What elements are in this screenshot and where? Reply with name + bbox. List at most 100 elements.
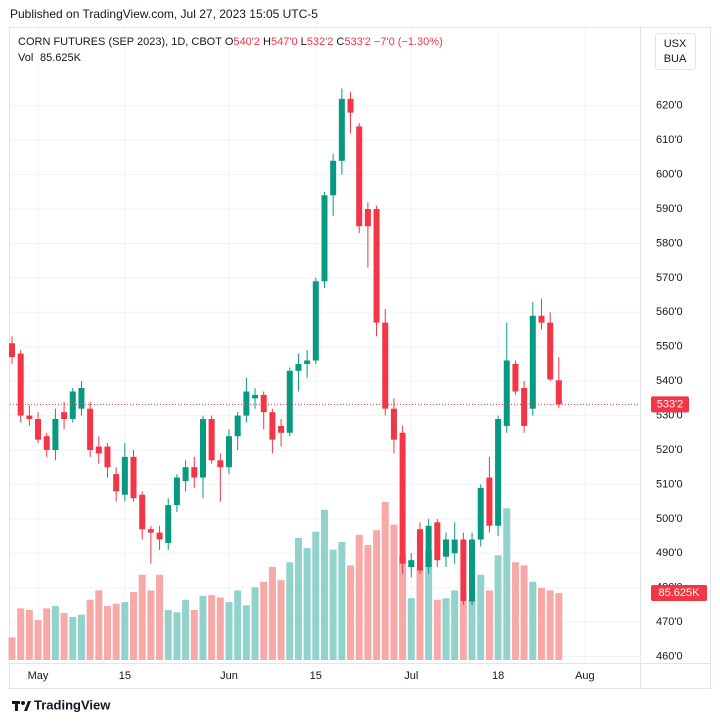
volume-bar <box>425 549 433 660</box>
volume-layer <box>8 502 563 660</box>
candle-body <box>156 532 163 540</box>
volume-bar <box>164 609 172 660</box>
candle-body <box>243 391 250 416</box>
candle-body <box>130 456 137 499</box>
x-tick-label: Jul <box>404 670 418 682</box>
candle-body <box>312 281 319 361</box>
y-tick-label: 550'0 <box>656 341 683 353</box>
brand-logo <box>12 701 31 711</box>
frame <box>9 27 711 689</box>
legend-key: H <box>263 36 271 48</box>
volume-bar <box>103 606 111 660</box>
candle-body <box>286 370 293 433</box>
candle-body <box>87 408 94 450</box>
candle-body <box>495 419 502 526</box>
candle-body <box>555 380 562 405</box>
candle-body <box>434 522 441 561</box>
candle-body <box>503 360 510 426</box>
y-tick-label: 590'0 <box>656 203 683 215</box>
candle-body <box>321 195 328 282</box>
volume-bar <box>407 598 415 660</box>
y-tick-label: 530'0 <box>656 409 683 421</box>
overlay-layer: 460'0470'0480'0490'0500'0510'0520'0530'0… <box>10 100 707 682</box>
volume-bar <box>51 606 59 660</box>
logo-part <box>24 701 31 711</box>
y-tick-label: 470'0 <box>656 616 683 628</box>
candle-body <box>330 160 337 196</box>
volume-bar <box>468 599 476 660</box>
y-tick-label: 490'0 <box>656 547 683 559</box>
candle-body <box>399 432 406 564</box>
candle-body <box>364 209 371 227</box>
candle-body <box>547 322 554 380</box>
volume-bar <box>199 595 207 660</box>
unit-box-line: USX <box>664 38 687 50</box>
candle-body <box>78 388 85 409</box>
volume-bar <box>69 616 77 660</box>
volume-bar <box>182 599 190 660</box>
candle-body <box>269 412 276 440</box>
unit-box <box>655 33 696 70</box>
legend-key: C <box>336 36 344 48</box>
volume-bar <box>347 565 355 660</box>
candle-body <box>521 388 528 426</box>
candle-body <box>208 419 215 461</box>
volume-bar <box>364 545 372 660</box>
candle-body <box>460 539 467 602</box>
legend-value: 532'2 <box>307 36 334 48</box>
y-tick-label: 500'0 <box>656 513 683 525</box>
y-tick-label: 560'0 <box>656 306 683 318</box>
candle-body <box>425 525 432 568</box>
volume-bar <box>312 531 320 660</box>
volume-bar <box>320 509 328 660</box>
volume-bar <box>477 574 485 660</box>
volume-bar <box>260 581 268 660</box>
legend-value: 533'2 <box>344 36 371 48</box>
legend-key: L <box>301 36 307 48</box>
y-tick-label: 580'0 <box>656 237 683 249</box>
volume-bar <box>451 590 459 660</box>
candle-body <box>295 363 302 371</box>
candle-body <box>347 98 354 113</box>
volume-bar <box>277 580 285 660</box>
candle-body <box>529 315 536 409</box>
volume-bar <box>511 562 519 660</box>
volume-bar <box>234 590 242 660</box>
volume-bar <box>485 590 493 660</box>
volume-bar <box>112 603 120 660</box>
logo-part <box>15 701 18 711</box>
candle-body <box>278 425 285 433</box>
legend-value: 540'2 <box>233 36 260 48</box>
volume-bar <box>156 574 164 660</box>
unit-box-line: BUA <box>664 53 687 65</box>
volume-tag-label: 85.625K <box>659 587 701 599</box>
candle-body <box>373 209 380 323</box>
volume-bar <box>529 581 537 660</box>
volume-bar <box>190 609 198 660</box>
candle-body <box>538 315 545 323</box>
candle-body <box>113 474 120 492</box>
candle-body <box>451 539 458 554</box>
volume-bar <box>294 537 302 660</box>
x-tick-label: May <box>28 670 49 682</box>
candle-body <box>338 98 345 161</box>
y-tick-label: 520'0 <box>656 444 683 456</box>
brand: TradingView <box>34 697 111 712</box>
candle-body <box>26 415 33 420</box>
candle-body <box>9 343 15 358</box>
candle-body <box>226 436 232 468</box>
candle-body <box>165 505 172 543</box>
volume-bar <box>329 549 337 660</box>
y-tick-label: 570'0 <box>656 272 683 284</box>
candle-body <box>382 322 389 409</box>
candle-body <box>486 477 493 526</box>
volume-bar <box>390 524 398 660</box>
price-tag-label: 533'2 <box>657 398 684 410</box>
volume-bar <box>225 602 233 660</box>
candle-body <box>52 419 59 450</box>
legend-value: 547'0 <box>271 36 298 48</box>
grid <box>10 28 640 663</box>
volume-bar <box>43 608 51 660</box>
candle-body <box>35 419 42 440</box>
volume-bar <box>268 566 276 660</box>
